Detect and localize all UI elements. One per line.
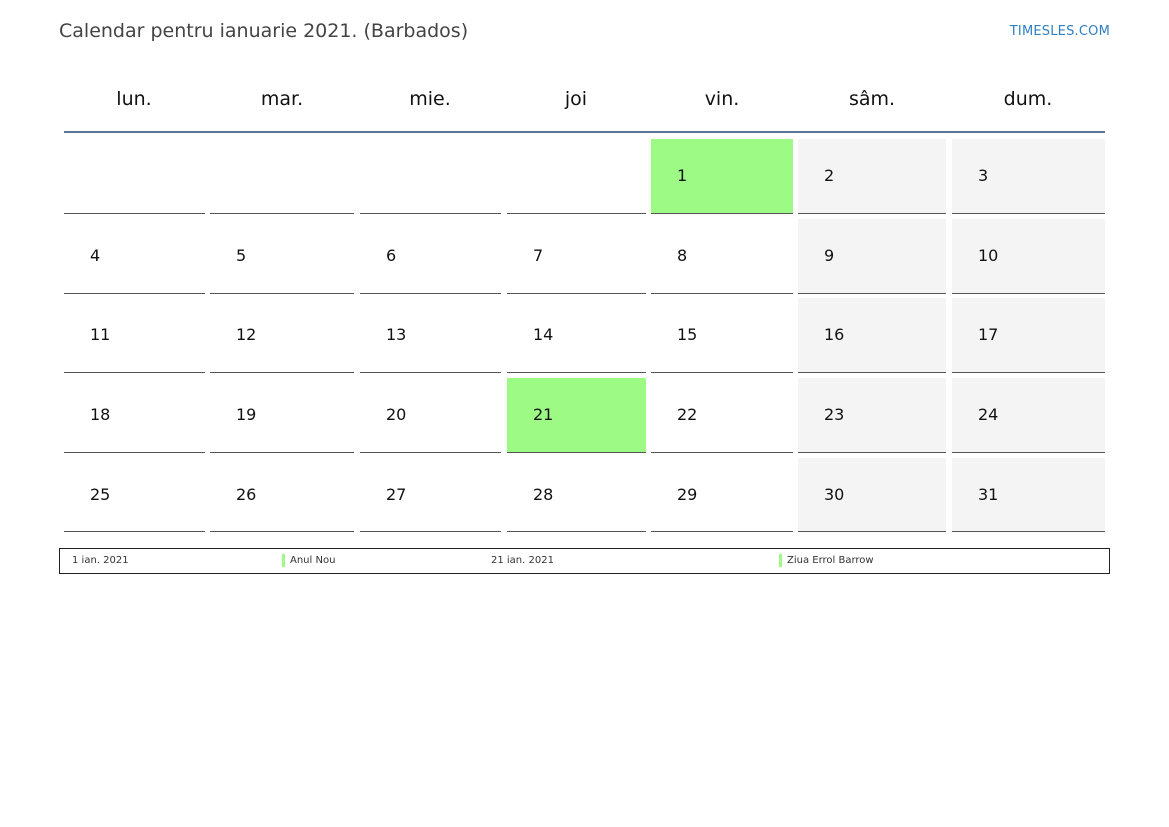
- day-number: 23: [824, 405, 845, 424]
- day-number: 31: [978, 485, 999, 504]
- empty-day-cell: [360, 213, 501, 214]
- empty-day-cell: [507, 213, 646, 214]
- day-number: 15: [677, 325, 698, 344]
- header-divider: [64, 131, 1105, 133]
- day-cell: 6: [360, 219, 501, 294]
- weekday-label: lun.: [116, 88, 152, 110]
- day-cell: 26: [210, 458, 354, 532]
- day-number: 2: [824, 166, 835, 185]
- legend-holiday-name: Anul Nou: [290, 555, 336, 566]
- weekend-day-cell: 17: [952, 298, 1105, 373]
- day-number: 11: [90, 325, 111, 344]
- day-cell: 14: [507, 298, 646, 373]
- day-cell: 5: [210, 219, 354, 294]
- weekday-label: mie.: [409, 88, 451, 110]
- day-number: 17: [978, 325, 999, 344]
- day-number: 29: [677, 485, 698, 504]
- holiday-day-cell: 1: [651, 139, 793, 214]
- weekend-day-cell: 10: [952, 219, 1105, 294]
- empty-day-cell: [210, 213, 354, 214]
- legend-holiday-name: Ziua Errol Barrow: [787, 555, 874, 566]
- legend-holiday-date: 21 ian. 2021: [491, 555, 554, 566]
- day-cell: 11: [64, 298, 205, 373]
- day-number: 13: [386, 325, 407, 344]
- day-number: 16: [824, 325, 845, 344]
- day-number: 9: [824, 246, 835, 265]
- day-number: 7: [533, 246, 544, 265]
- weekday-label: sâm.: [848, 88, 896, 110]
- day-cell: 19: [210, 378, 354, 453]
- weekend-day-cell: 31: [952, 458, 1105, 532]
- day-cell: 22: [651, 378, 793, 453]
- day-number: 4: [90, 246, 101, 265]
- weekend-day-cell: 16: [798, 298, 946, 373]
- day-cell: 4: [64, 219, 205, 294]
- day-number: 20: [386, 405, 407, 424]
- day-number: 30: [824, 485, 845, 504]
- day-number: 21: [533, 405, 554, 424]
- weekend-day-cell: 24: [952, 378, 1105, 453]
- day-cell: 15: [651, 298, 793, 373]
- day-cell: 25: [64, 458, 205, 532]
- day-cell: 27: [360, 458, 501, 532]
- holiday-day-cell: 21: [507, 378, 646, 453]
- weekend-day-cell: 3: [952, 139, 1105, 214]
- weekday-label: dum.: [1003, 88, 1053, 110]
- day-number: 1: [677, 166, 688, 185]
- legend-color-swatch: [282, 554, 285, 567]
- day-cell: 28: [507, 458, 646, 532]
- day-number: 25: [90, 485, 111, 504]
- weekend-day-cell: 30: [798, 458, 946, 532]
- day-number: 26: [236, 485, 257, 504]
- legend-color-swatch: [779, 554, 782, 567]
- day-number: 24: [978, 405, 999, 424]
- day-cell: 12: [210, 298, 354, 373]
- day-number: 14: [533, 325, 554, 344]
- legend-holiday-date: 1 ian. 2021: [72, 555, 129, 566]
- holiday-legend: 1 ian. 2021 Anul Nou 21 ian. 2021 Ziua Erro…: [59, 548, 1110, 574]
- day-number: 6: [386, 246, 397, 265]
- weekday-label: mar.: [260, 88, 304, 110]
- empty-day-cell: [64, 213, 205, 214]
- day-cell: 7: [507, 219, 646, 294]
- day-cell: 8: [651, 219, 793, 294]
- day-number: 8: [677, 246, 688, 265]
- day-cell: 18: [64, 378, 205, 453]
- day-number: 12: [236, 325, 257, 344]
- day-number: 22: [677, 405, 698, 424]
- weekend-day-cell: 2: [798, 139, 946, 214]
- site-link[interactable]: TIMESLES.COM: [1009, 24, 1110, 39]
- day-number: 28: [533, 485, 554, 504]
- day-number: 5: [236, 246, 247, 265]
- weekend-day-cell: 9: [798, 219, 946, 294]
- day-number: 3: [978, 166, 989, 185]
- weekday-label: joi: [564, 88, 588, 110]
- day-cell: 13: [360, 298, 501, 373]
- weekday-label: vin.: [704, 88, 740, 110]
- day-number: 27: [386, 485, 407, 504]
- day-number: 19: [236, 405, 257, 424]
- day-number: 18: [90, 405, 111, 424]
- weekday-header: lun. mar. mie. joi vin. sâm. dum.: [64, 84, 1105, 114]
- day-cell: 29: [651, 458, 793, 532]
- weekend-day-cell: 23: [798, 378, 946, 453]
- page-title: Calendar pentru ianuarie 2021. (Barbados…: [59, 20, 469, 42]
- day-cell: 20: [360, 378, 501, 453]
- day-number: 10: [978, 246, 999, 265]
